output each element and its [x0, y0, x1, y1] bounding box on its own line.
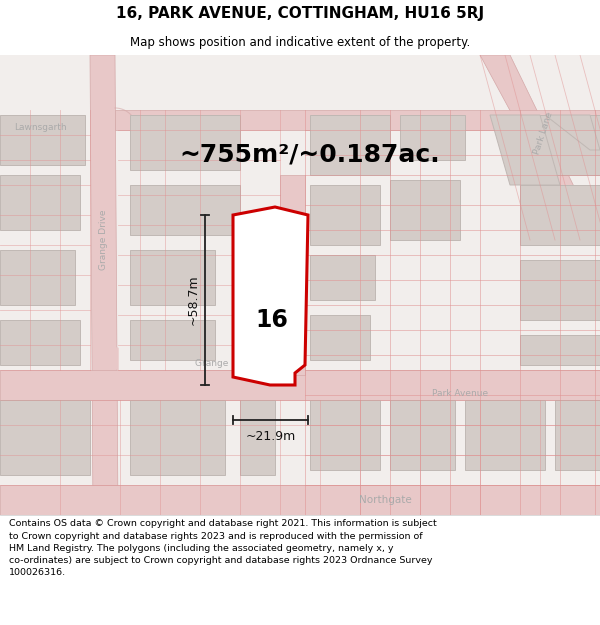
Polygon shape	[130, 115, 240, 170]
Polygon shape	[130, 400, 225, 475]
Polygon shape	[96, 348, 118, 370]
Polygon shape	[545, 115, 600, 150]
Text: Park Lane: Park Lane	[532, 111, 554, 156]
Text: Park Avenue: Park Avenue	[432, 389, 488, 398]
Polygon shape	[480, 55, 600, 240]
Polygon shape	[310, 400, 380, 470]
Text: ~21.9m: ~21.9m	[245, 429, 296, 442]
Polygon shape	[520, 260, 600, 320]
Text: Grange Drive: Grange Drive	[98, 210, 107, 270]
Polygon shape	[280, 175, 305, 375]
Polygon shape	[465, 400, 545, 470]
Polygon shape	[310, 255, 375, 300]
Polygon shape	[310, 185, 380, 245]
Text: 16: 16	[256, 308, 289, 332]
Polygon shape	[400, 115, 465, 160]
Text: ~755m²/~0.187ac.: ~755m²/~0.187ac.	[179, 143, 440, 167]
Polygon shape	[90, 55, 118, 515]
Polygon shape	[0, 250, 75, 305]
Polygon shape	[0, 485, 600, 515]
Polygon shape	[0, 370, 600, 400]
Polygon shape	[390, 400, 455, 470]
Polygon shape	[490, 115, 560, 185]
Text: Map shows position and indicative extent of the property.: Map shows position and indicative extent…	[130, 36, 470, 49]
Polygon shape	[555, 400, 600, 470]
Text: ~58.7m: ~58.7m	[187, 275, 199, 325]
Polygon shape	[130, 320, 215, 360]
Text: Grange Drive: Grange Drive	[195, 359, 256, 368]
Text: Contains OS data © Crown copyright and database right 2021. This information is : Contains OS data © Crown copyright and d…	[9, 519, 437, 577]
Polygon shape	[0, 400, 90, 475]
Text: Northgate: Northgate	[359, 495, 412, 505]
Polygon shape	[0, 320, 80, 365]
Text: Lawnsgarth: Lawnsgarth	[14, 122, 67, 131]
Polygon shape	[390, 180, 460, 240]
Text: 16, PARK AVENUE, COTTINGHAM, HU16 5RJ: 16, PARK AVENUE, COTTINGHAM, HU16 5RJ	[116, 6, 484, 21]
Polygon shape	[520, 335, 600, 365]
Polygon shape	[240, 400, 275, 475]
Polygon shape	[130, 250, 215, 305]
Polygon shape	[530, 115, 600, 175]
Polygon shape	[115, 110, 600, 130]
Polygon shape	[0, 175, 80, 230]
Polygon shape	[520, 185, 600, 245]
Polygon shape	[233, 207, 308, 385]
Polygon shape	[130, 185, 240, 235]
Polygon shape	[310, 115, 390, 175]
Polygon shape	[0, 115, 85, 165]
Polygon shape	[310, 315, 370, 360]
